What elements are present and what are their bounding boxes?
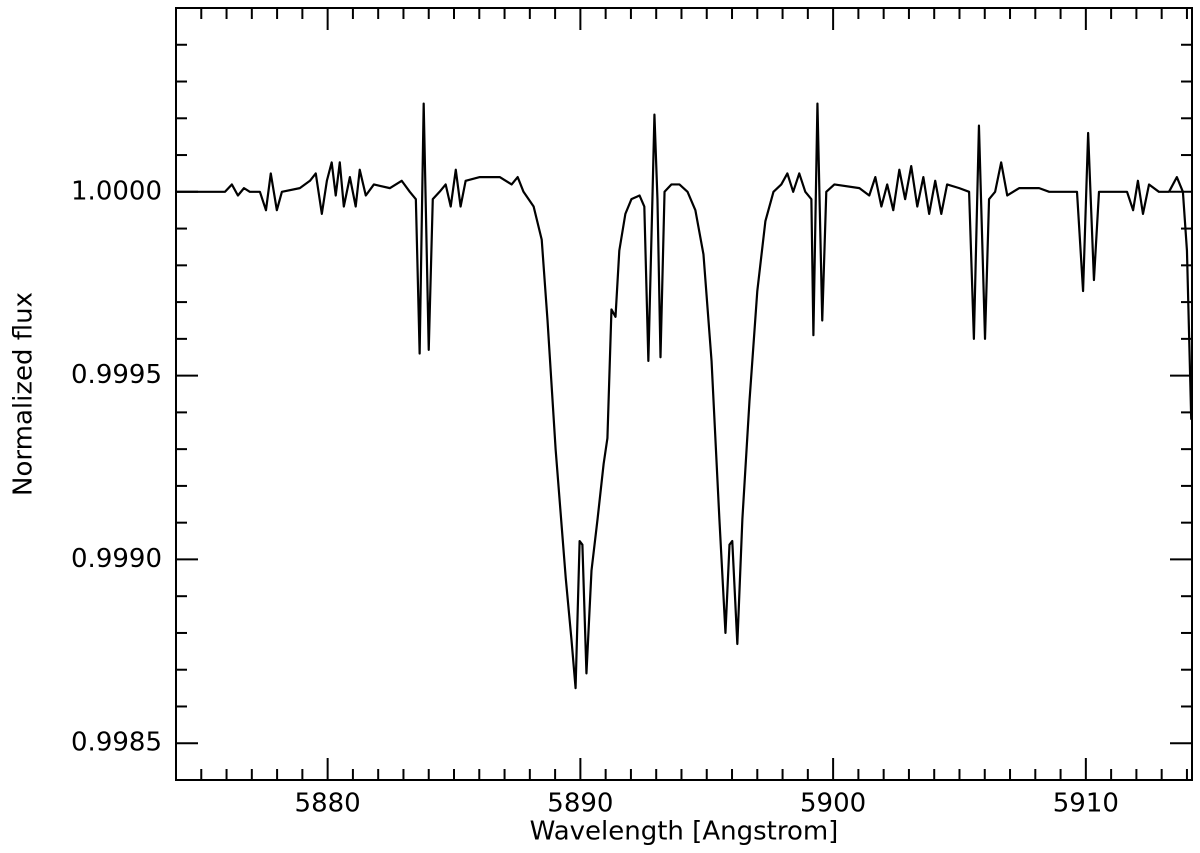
y-axis-title: Normalized flux	[9, 292, 39, 496]
x-tick-label: 5900	[800, 789, 866, 819]
y-tick-label: 1.0000	[71, 176, 162, 206]
x-tick-label: 5890	[547, 789, 613, 819]
y-tick-label: 0.9990	[71, 544, 162, 574]
x-tick-label: 5880	[295, 789, 361, 819]
plot-frame	[175, 7, 1193, 781]
x-axis-title: Wavelength [Angstrom]	[530, 817, 839, 847]
y-tick-label: 0.9995	[71, 360, 162, 390]
y-tick-label: 0.9985	[71, 728, 162, 758]
x-tick-label: 5910	[1053, 789, 1119, 819]
spectrum-line	[176, 102, 1193, 690]
